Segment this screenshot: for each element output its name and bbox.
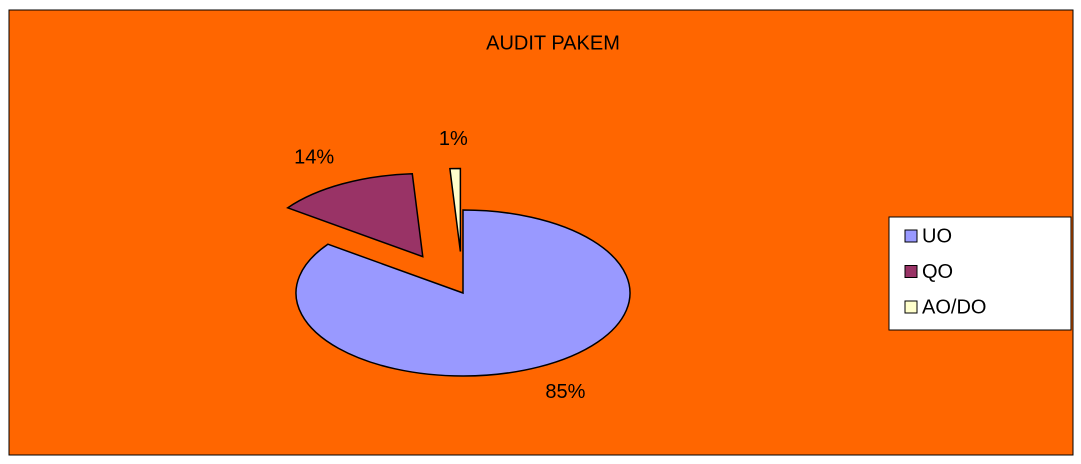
data-label: 14% (294, 147, 334, 169)
legend-swatch (904, 229, 918, 243)
pie-slice (295, 209, 631, 377)
legend-swatch (904, 300, 918, 314)
legend-label: AO/DO (922, 296, 986, 318)
legend-label: QO (922, 261, 953, 283)
legend-label: UO (922, 225, 952, 247)
data-label: 1% (439, 128, 468, 150)
pie-slice (449, 167, 462, 252)
chart-title: AUDIT PAKEM (486, 32, 620, 54)
data-label: 85% (545, 381, 585, 403)
legend-box (888, 216, 1072, 331)
legend-swatch (904, 265, 918, 278)
pie-slice (286, 173, 424, 258)
